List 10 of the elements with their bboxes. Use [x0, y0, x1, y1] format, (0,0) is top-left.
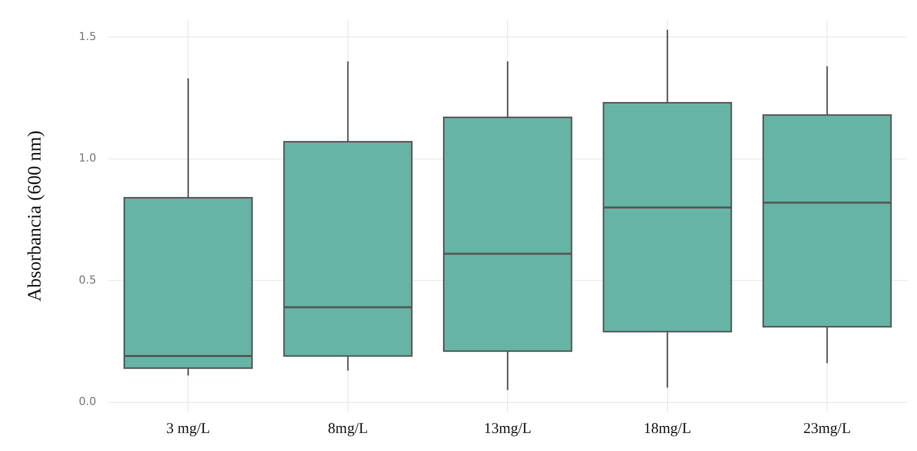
x-tick-label: 23mg/L — [803, 420, 851, 437]
x-tick-label: 8mg/L — [328, 420, 368, 437]
y-tick-label: 1.0 — [78, 152, 96, 165]
x-tick-label: 3 mg/L — [166, 420, 210, 437]
y-axis-title: Absorbancia (600 nm) — [24, 130, 46, 302]
x-tick-label: 13mg/L — [484, 420, 532, 437]
y-tick-label: 0.5 — [78, 273, 96, 286]
y-tick-label: 0.0 — [78, 395, 96, 408]
y-tick-label: 1.5 — [78, 30, 96, 43]
x-tick-label: 18mg/L — [644, 420, 692, 437]
